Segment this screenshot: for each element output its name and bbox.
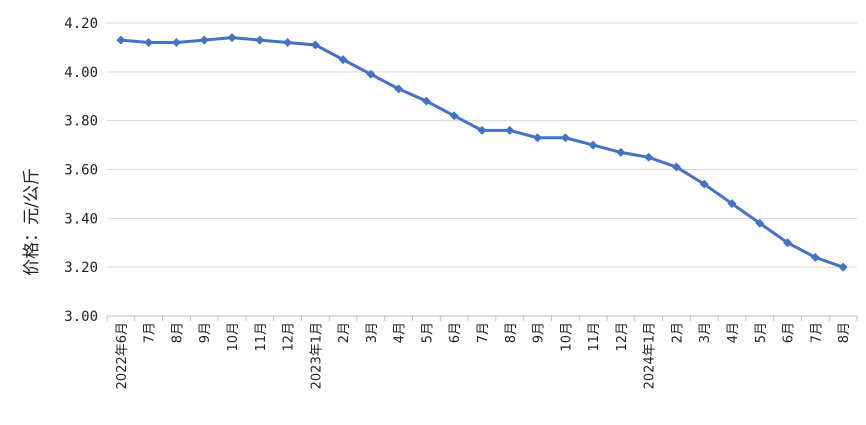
data-point	[394, 84, 404, 94]
x-tick-label: 2023年1月	[309, 322, 324, 389]
x-tick-label: 7月	[143, 322, 158, 343]
x-tick-label: 4月	[726, 322, 741, 343]
x-tick-label: 8月	[170, 322, 185, 343]
y-tick-label: 3.80	[64, 114, 98, 130]
data-point	[449, 111, 459, 121]
data-point	[366, 69, 376, 79]
x-tick-label: 4月	[393, 322, 408, 343]
data-point	[671, 162, 681, 172]
data-point	[477, 125, 487, 135]
grid-lines	[107, 22, 857, 268]
x-tick-label: 11月	[254, 322, 269, 352]
data-point	[421, 96, 431, 106]
x-tick-label: 10月	[559, 322, 574, 352]
x-tick-labels: 2022年6月 7月 8月 9月 10月 11月 12月 2023年1月 2月 3月 4月 5月 6月 7…	[115, 322, 852, 389]
x-tick-label: 3月	[365, 322, 380, 343]
data-point	[699, 179, 709, 189]
data-point	[227, 33, 237, 43]
data-point	[727, 199, 737, 209]
x-tick-label: 11月	[587, 322, 602, 352]
data-point	[838, 262, 848, 272]
x-tick-label: 6月	[448, 322, 463, 343]
x-tick-label: 8月	[837, 322, 852, 343]
x-tick-label: 5月	[420, 322, 435, 343]
data-point	[144, 38, 154, 48]
y-tick-label: 3.40	[64, 211, 98, 227]
x-tick-marks	[106, 316, 858, 321]
data-point	[533, 133, 543, 143]
y-tick-label: 3.00	[64, 309, 98, 325]
x-tick-label: 2月	[337, 322, 352, 343]
x-tick-label: 3月	[698, 322, 713, 343]
x-tick-label: 2022年6月	[115, 322, 130, 389]
data-point	[283, 38, 293, 48]
data-point	[755, 218, 765, 228]
data-point	[783, 238, 793, 248]
x-tick-label: 7月	[476, 322, 491, 343]
y-tick-label: 3.60	[64, 163, 98, 179]
y-tick-label: 4.00	[64, 65, 98, 81]
y-axis-title: 价格：元/公斤	[22, 168, 42, 276]
data-point	[616, 147, 626, 157]
x-tick-label: 12月	[615, 322, 630, 352]
data-point	[310, 40, 320, 50]
x-tick-label: 10月	[226, 322, 241, 352]
x-tick-label: 2024年1月	[643, 322, 658, 389]
data-point	[505, 125, 515, 135]
data-point	[338, 55, 348, 65]
y-tick-label: 4.20	[64, 16, 98, 32]
y-tick-labels: 3.00 3.20 3.40 3.60 3.80 4.00 4.20	[64, 16, 98, 325]
data-point	[199, 35, 209, 45]
data-points	[116, 33, 848, 272]
data-point	[810, 252, 820, 262]
data-point	[588, 140, 598, 150]
x-tick-label: 5月	[754, 322, 769, 343]
x-tick-label: 9月	[532, 322, 547, 343]
data-point	[560, 133, 570, 143]
x-tick-label: 2月	[670, 322, 685, 343]
data-point	[116, 35, 126, 45]
x-tick-label: 8月	[504, 322, 519, 343]
data-point	[644, 152, 654, 162]
x-tick-label: 9月	[198, 322, 213, 343]
x-tick-label: 12月	[282, 322, 297, 352]
data-point	[255, 35, 265, 45]
x-tick-label: 7月	[809, 322, 824, 343]
x-tick-label: 6月	[782, 322, 797, 343]
y-tick-label: 3.20	[64, 260, 98, 276]
data-point	[171, 38, 181, 48]
